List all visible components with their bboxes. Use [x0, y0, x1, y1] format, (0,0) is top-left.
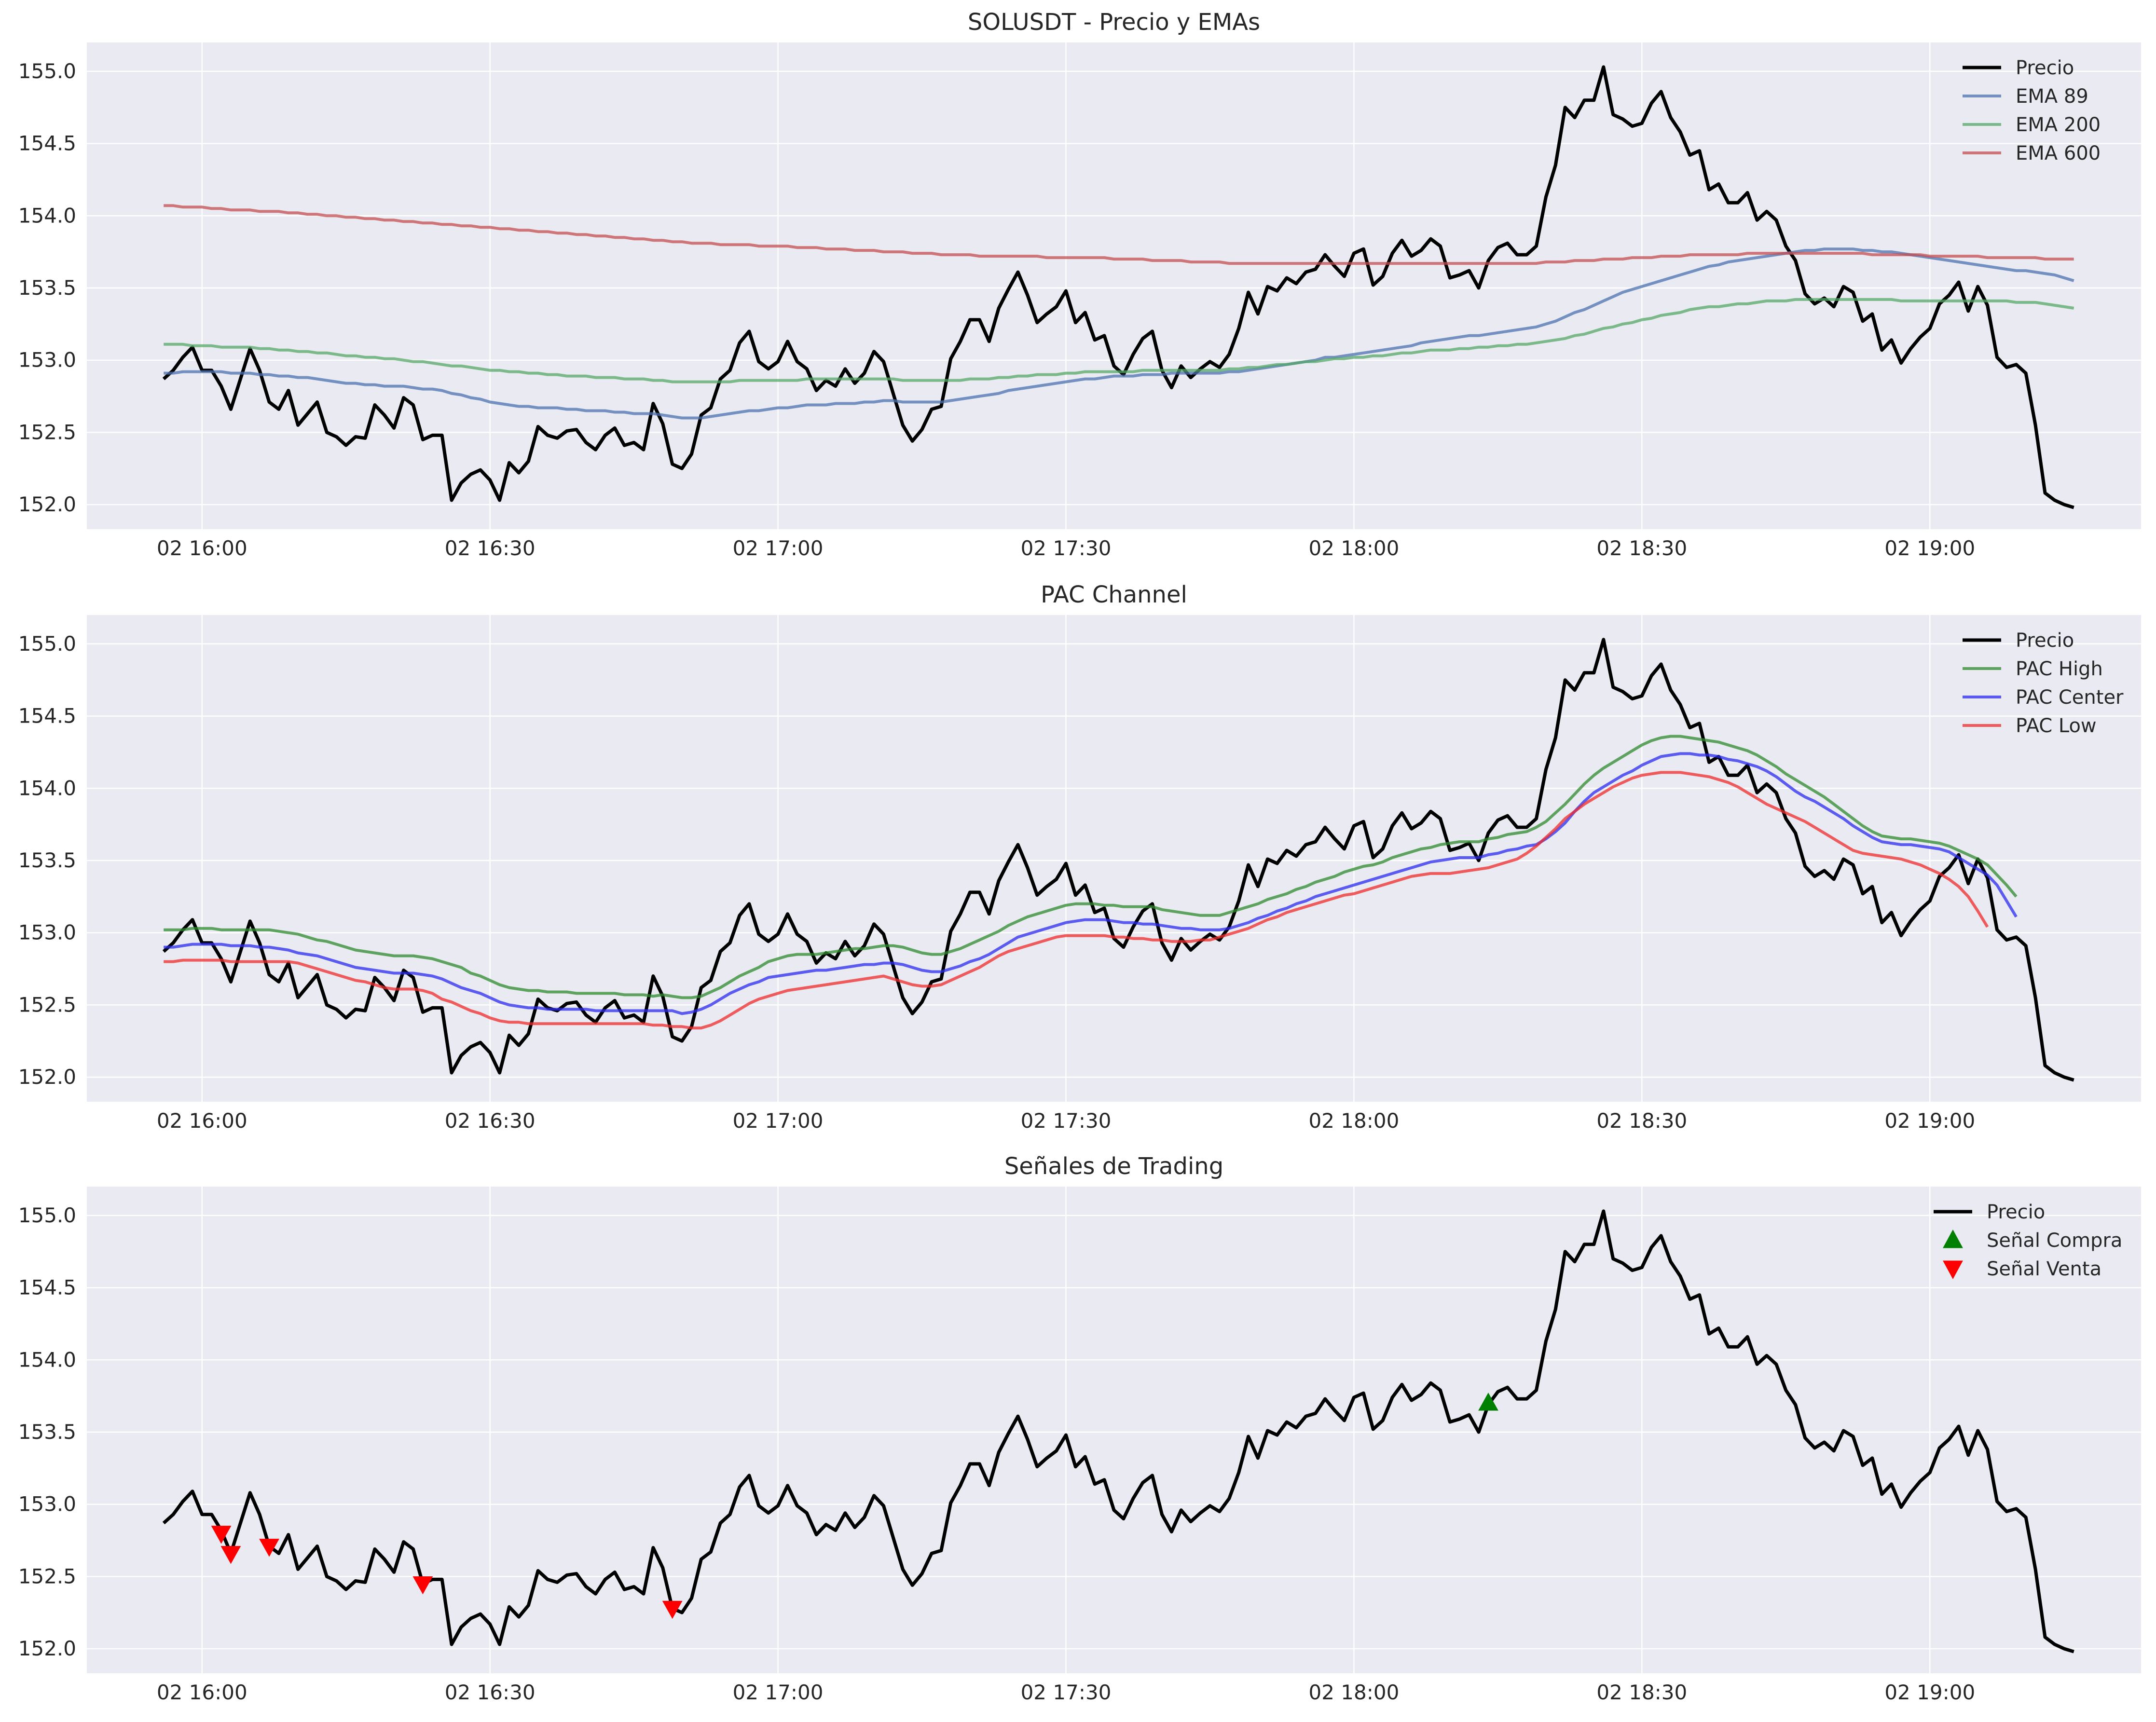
sell-signal-marker	[662, 1600, 683, 1619]
series-line-pac-center	[164, 752, 2018, 1015]
x-tick-label: 02 18:30	[1596, 1109, 1687, 1133]
x-tick-label: 02 18:30	[1596, 1681, 1687, 1704]
series-line-pac-low	[164, 771, 1989, 1030]
y-tick-label: 152.5	[18, 420, 76, 444]
y-tick-label: 155.0	[18, 632, 76, 656]
chart-title: PAC Channel	[1041, 581, 1187, 608]
y-tick-label: 152.0	[18, 492, 76, 516]
x-tick-label: 02 16:00	[157, 1109, 247, 1133]
legend-label: Señal Venta	[1987, 1258, 2101, 1280]
chart-panel-2: PAC Channel 152.0 152.5 153.0 153.5 154.0 154.…	[18, 581, 2141, 1133]
legend: Precio PAC High PAC Center PAC Low	[1963, 629, 2124, 737]
y-tick-label: 152.5	[18, 993, 76, 1016]
legend-label: Precio	[1987, 1201, 2045, 1223]
x-tick-label: 02 16:30	[445, 536, 536, 560]
legend-label: EMA 200	[2016, 114, 2101, 136]
sell-signal-marker	[259, 1539, 279, 1557]
y-tick-label: 154.5	[18, 132, 76, 155]
sell-signal-marker	[211, 1526, 232, 1544]
plot-area	[87, 42, 2141, 529]
buy-signal-marker	[1478, 1393, 1498, 1411]
x-tick-label: 02 16:30	[445, 1109, 536, 1133]
series-line-price	[162, 638, 2074, 1082]
y-tick-label: 152.0	[18, 1637, 76, 1660]
x-tick-label: 02 17:00	[733, 1681, 824, 1704]
x-tick-label: 02 16:00	[157, 536, 247, 560]
legend-label: EMA 89	[2016, 85, 2088, 108]
chart-title: Señales de Trading	[1004, 1153, 1223, 1180]
sell-signal-marker	[412, 1576, 433, 1595]
plot-area	[87, 1187, 2141, 1673]
x-tick-label: 02 17:00	[733, 1109, 824, 1133]
series-line-ema600	[164, 204, 2074, 265]
y-tick-label: 153.5	[18, 1420, 76, 1444]
legend-marker	[1943, 1260, 1963, 1279]
legend-label: PAC Low	[2016, 715, 2097, 737]
chart-panel-1: SOLUSDT - Precio y EMAs 152.0 152.5 153.0 15…	[18, 9, 2141, 560]
y-tick-label: 154.5	[18, 1276, 76, 1299]
x-tick-label: 02 17:30	[1021, 1681, 1112, 1704]
x-tick-label: 02 18:30	[1596, 536, 1687, 560]
legend-label: PAC Center	[2016, 686, 2124, 709]
x-tick-label: 02 16:00	[157, 1681, 247, 1704]
y-tick-label: 154.0	[18, 204, 76, 227]
legend-label: Precio	[2016, 57, 2074, 79]
legend: Precio EMA 89 EMA 200 EMA 600	[1963, 57, 2101, 164]
y-tick-label: 154.5	[18, 704, 76, 728]
legend-label: PAC High	[2016, 658, 2103, 680]
chart-panel-3: Señales de Trading 152.0 152.5 153.0 153.5 15…	[18, 1153, 2141, 1704]
y-tick-label: 153.0	[18, 348, 76, 372]
x-tick-label: 02 19:00	[1884, 1681, 1975, 1704]
legend-marker	[1943, 1230, 1963, 1248]
y-tick-label: 155.0	[18, 59, 76, 83]
y-tick-label: 155.0	[18, 1203, 76, 1227]
series-line-pac-high	[164, 735, 2018, 999]
series-line-ema89	[164, 247, 2074, 420]
x-tick-label: 02 17:30	[1021, 1109, 1112, 1133]
x-tick-label: 02 18:00	[1309, 1681, 1400, 1704]
series-line-ema200	[164, 298, 2074, 383]
sell-signal-marker	[220, 1546, 241, 1564]
y-tick-label: 153.5	[18, 276, 76, 300]
series-line-price	[162, 1209, 2074, 1654]
y-tick-label: 153.5	[18, 848, 76, 872]
y-tick-label: 153.0	[18, 1492, 76, 1516]
x-tick-label: 02 19:00	[1884, 1109, 1975, 1133]
x-tick-label: 02 17:00	[733, 536, 824, 560]
y-tick-label: 152.0	[18, 1065, 76, 1089]
legend-label: EMA 600	[2016, 142, 2101, 164]
y-tick-label: 154.0	[18, 776, 76, 800]
plot-area	[87, 615, 2141, 1102]
x-tick-label: 02 18:00	[1309, 1109, 1400, 1133]
y-tick-label: 154.0	[18, 1348, 76, 1371]
x-tick-label: 02 19:00	[1884, 536, 1975, 560]
y-tick-label: 153.0	[18, 921, 76, 944]
x-tick-label: 02 16:30	[445, 1681, 536, 1704]
legend-label: Señal Compra	[1987, 1230, 2122, 1252]
x-tick-label: 02 18:00	[1309, 536, 1400, 560]
x-tick-label: 02 17:30	[1021, 536, 1112, 560]
y-tick-label: 152.5	[18, 1564, 76, 1588]
legend-label: Precio	[2016, 629, 2074, 652]
chart-title: SOLUSDT - Precio y EMAs	[968, 9, 1260, 36]
legend: Precio Señal Compra Señal Venta	[1934, 1201, 2122, 1280]
